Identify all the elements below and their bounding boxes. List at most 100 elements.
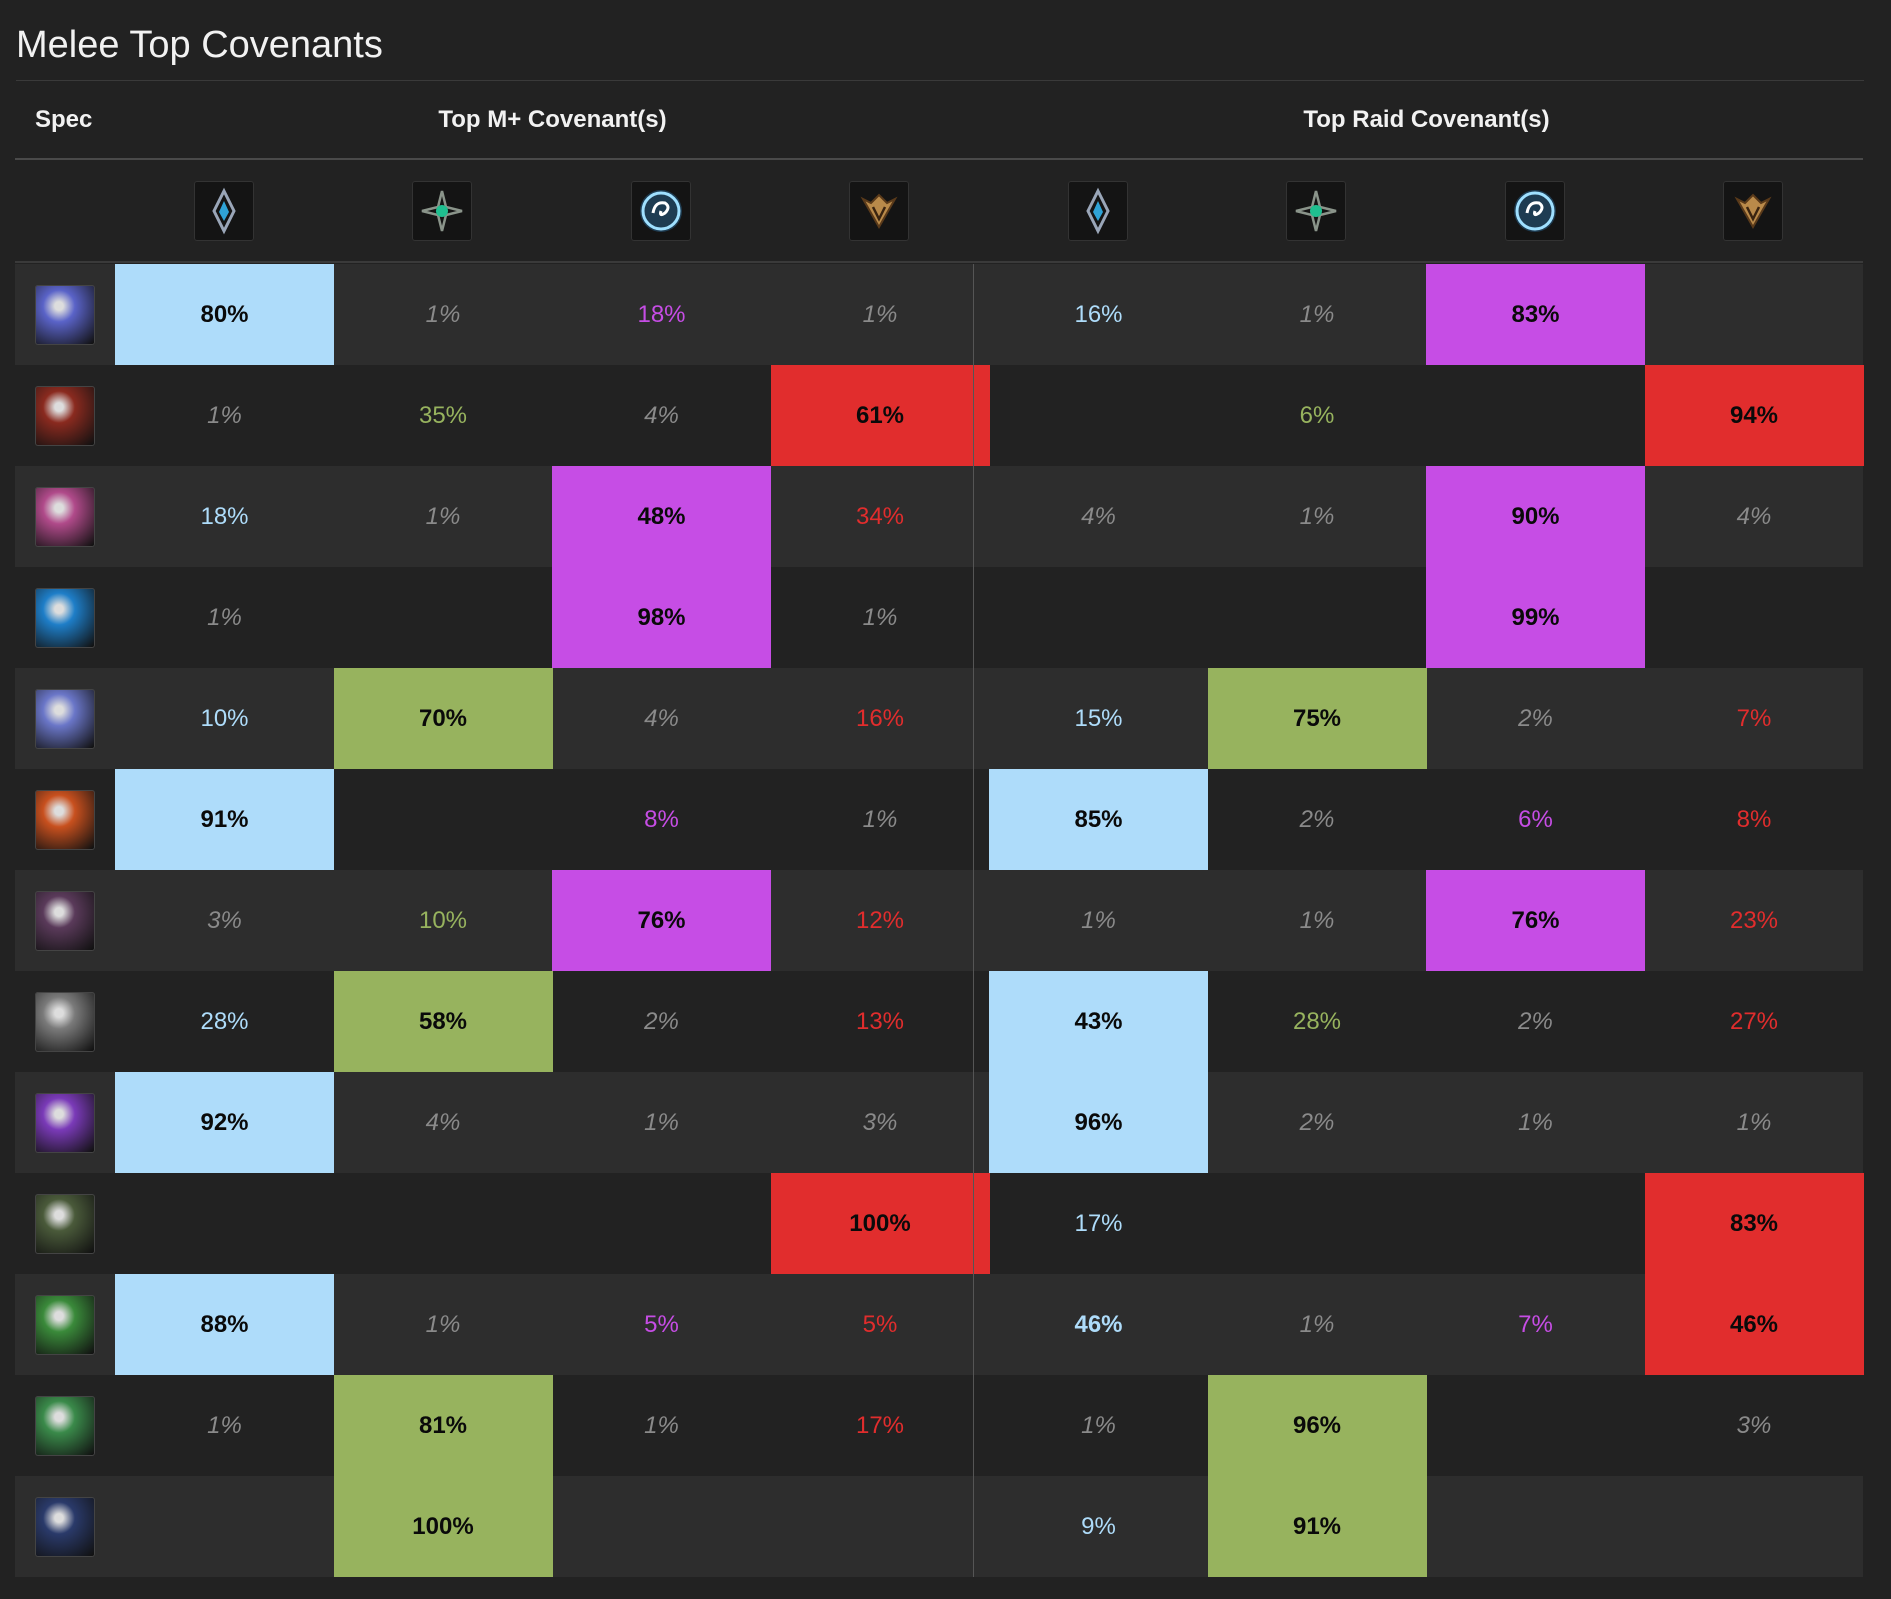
spec-cell [15,1375,115,1476]
mplus-kyrian-cell [115,1173,334,1274]
table-row: 28% 58% 2% 13% 43% 28% 2% 27% [15,971,1863,1072]
raid-kyrian-cell: 85% [989,769,1208,870]
raid-necrolord-cell [1645,264,1864,365]
arms-warrior-icon[interactable] [35,284,95,345]
raid-night-fae-cell [1208,1173,1427,1274]
enhancement-shaman-icon[interactable] [35,587,95,648]
mplus-venthyr-cell: 18% [637,300,686,328]
mplus-night-fae-cell: 1% [425,1310,461,1338]
mplus-venthyr-cell: 5% [644,1310,679,1338]
mplus-night-fae-cell: 10% [418,906,468,934]
raid-kyrian-cell: 46% [1074,1310,1123,1338]
raid-night-fae-cell: 6% [1299,401,1335,429]
mplus-covenant-header-cell [770,160,988,261]
mplus-venthyr-cell: 8% [644,805,679,833]
raid-kyrian-cell: 16% [1074,300,1123,328]
raid-kyrian-cell: 17% [1074,1209,1123,1237]
mplus-night-fae-cell: 70% [333,668,553,769]
mplus-venthyr-cell: 76% [552,870,771,971]
table-row: 100% 9% 91% [15,1476,1863,1577]
page-title: Melee Top Covenants [16,14,1864,81]
raid-venthyr-cell: 83% [1426,264,1645,365]
raid-kyrian-cell: 96% [989,1072,1208,1173]
raid-kyrian-cell: 9% [1081,1512,1116,1540]
raid-kyrian-cell [989,365,1208,466]
mplus-necrolord-cell: 16% [855,704,905,732]
venthyr-icon [630,180,691,241]
mplus-kyrian-cell [115,1476,334,1577]
assassination-rogue-icon[interactable] [35,1092,95,1153]
mplus-necrolord-cell [771,1476,990,1577]
spec-cell [15,1274,115,1375]
spec-cell [15,971,115,1072]
raid-necrolord-cell: 83% [1644,1173,1864,1274]
raid-covenant-header-cell [1644,160,1862,261]
mplus-kyrian-cell: 10% [200,704,249,732]
raid-night-fae-cell: 1% [1299,502,1335,530]
subtlety-rogue-icon[interactable] [35,1294,95,1355]
mplus-night-fae-cell: 1% [425,502,461,530]
mplus-venthyr-cell: 1% [644,1411,679,1439]
mplus-column-header: Top M+ Covenant(s) [438,106,667,133]
mplus-necrolord-cell: 100% [770,1173,990,1274]
raid-necrolord-cell: 94% [1644,365,1864,466]
spec-column-header: Spec [35,106,93,133]
mplus-necrolord-cell: 1% [862,300,898,328]
table-row: 91% 8% 1% 85% 2% 6% 8% [15,769,1863,870]
table-row: 10% 70% 4% 16% 15% 75% 2% 7% [15,668,1863,769]
mplus-covenant-header-cell [552,160,770,261]
mplus-venthyr-cell: 98% [552,567,771,668]
spec-cell [15,365,115,466]
raid-necrolord-cell: 8% [1736,805,1772,833]
table-row: 92% 4% 1% 3% 96% 2% 1% 1% [15,1072,1863,1173]
mplus-night-fae-cell: 35% [418,401,468,429]
spec-cell [15,668,115,769]
mplus-kyrian-cell: 1% [207,1411,242,1439]
mplus-necrolord-cell: 61% [770,365,990,466]
raid-kyrian-cell: 43% [989,971,1208,1072]
survival-hunter-icon[interactable] [35,1496,95,1557]
mplus-kyrian-cell: 28% [200,1007,249,1035]
mplus-kyrian-cell: 88% [115,1274,334,1375]
raid-covenant-header-cell [1207,160,1425,261]
havoc-demon-hunter-icon[interactable] [35,890,95,951]
raid-venthyr-cell: 7% [1518,1310,1553,1338]
raid-night-fae-cell: 75% [1207,668,1427,769]
mplus-venthyr-cell: 48% [552,466,771,567]
raid-venthyr-cell [1426,1375,1645,1476]
raid-venthyr-cell [1426,1173,1645,1274]
raid-necrolord-cell [1645,567,1864,668]
fury-warrior-icon[interactable] [35,385,95,446]
unholy-death-knight-icon[interactable] [35,789,95,850]
windwalker-monk-icon[interactable] [35,991,95,1052]
necrolord-icon [1723,180,1783,241]
mplus-necrolord-cell: 12% [855,906,905,934]
spec-cell [15,870,115,971]
mplus-night-fae-cell: 81% [333,1375,553,1476]
raid-night-fae-cell [1208,567,1427,668]
frost-death-knight-icon[interactable] [35,688,95,749]
table-row: 3% 10% 76% 12% 1% 1% 76% 23% [15,870,1863,971]
table-row: 88% 1% 5% 5% 46% 1% 7% 46% [15,1274,1864,1375]
mplus-covenant-header-cell [333,160,551,261]
table-row: 1% 81% 1% 17% 1% 96% 3% [15,1375,1863,1476]
raid-venthyr-cell: 90% [1426,466,1645,567]
mplus-kyrian-cell: 91% [115,769,334,870]
mplus-venthyr-cell [552,1476,771,1577]
raid-kyrian-cell: 1% [1081,906,1116,934]
mplus-venthyr-cell: 1% [644,1108,679,1136]
mplus-night-fae-cell [334,769,553,870]
retribution-paladin-icon[interactable] [35,486,95,547]
mplus-kyrian-cell: 3% [207,906,242,934]
spec-cell [15,1476,115,1577]
mplus-necrolord-cell: 3% [862,1108,898,1136]
feral-druid-icon[interactable] [35,1395,95,1456]
kyrian-icon [193,180,254,241]
covenant-table: 80% 1% 18% 1% 16% 1% 83% 1% 35% 4% 61% 6% 94% 18% 1% 48… [15,264,1864,1577]
mplus-kyrian-cell: 92% [115,1072,334,1173]
outlaw-rogue-icon[interactable] [35,1193,95,1254]
mplus-night-fae-cell: 100% [333,1476,553,1577]
mplus-kyrian-cell: 1% [207,603,242,631]
venthyr-icon [1504,180,1565,241]
